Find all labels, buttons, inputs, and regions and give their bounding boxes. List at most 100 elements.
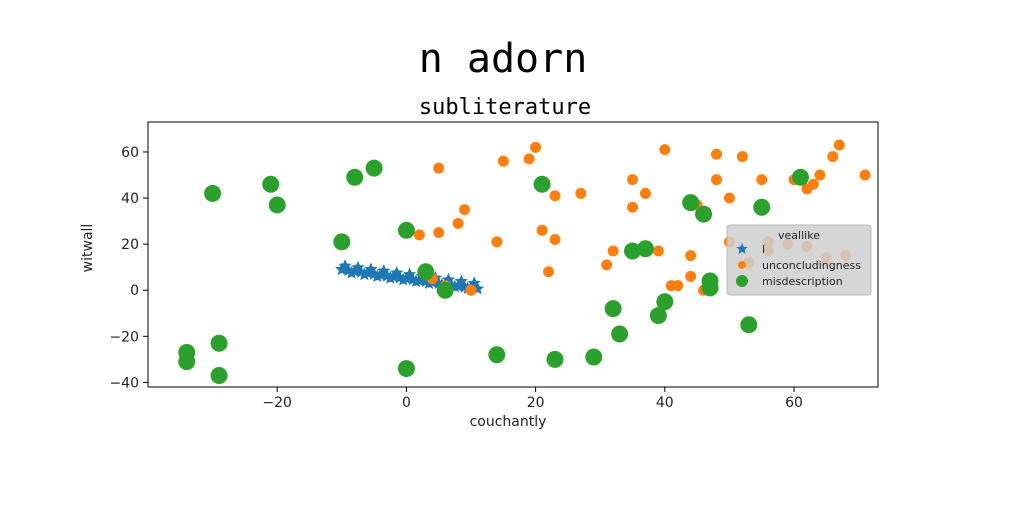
scatter-point bbox=[491, 236, 503, 248]
legend-entries: l unconcludingness misdescription bbox=[736, 243, 861, 288]
star-point bbox=[357, 267, 372, 281]
scatter-point bbox=[178, 353, 196, 371]
legend-circle-marker bbox=[738, 261, 746, 269]
star-point bbox=[396, 272, 410, 286]
scatter-point bbox=[536, 224, 548, 236]
scatter-point bbox=[814, 169, 826, 181]
x-tick-label: 20 bbox=[527, 395, 545, 411]
scatter-point bbox=[636, 240, 654, 258]
legend-label: unconcludingness bbox=[762, 259, 861, 272]
plot-frame bbox=[147, 121, 879, 388]
legend-entry: unconcludingness bbox=[738, 259, 861, 272]
scatter-point bbox=[685, 250, 697, 262]
scatter-point bbox=[859, 169, 871, 181]
scatter-point bbox=[210, 334, 228, 352]
y-axis: −40 −20 0 20 40 60 bbox=[109, 145, 148, 391]
y-tick-label: 20 bbox=[121, 237, 139, 253]
star-point bbox=[377, 264, 391, 277]
scatter-point bbox=[756, 174, 768, 186]
scatter-point bbox=[833, 139, 845, 151]
page-title: n adorn bbox=[419, 36, 588, 82]
scatter-point bbox=[433, 162, 445, 174]
legend-label: misdescription bbox=[762, 275, 843, 288]
x-tick-label: 0 bbox=[402, 395, 411, 411]
star-point bbox=[351, 260, 365, 274]
scatter-point bbox=[346, 168, 364, 186]
star-point bbox=[403, 267, 417, 281]
scatter-point bbox=[459, 204, 471, 216]
y-axis-label: witwall bbox=[80, 224, 96, 273]
scatter-point bbox=[659, 144, 671, 156]
star-point bbox=[390, 265, 404, 279]
scatter-point bbox=[639, 187, 651, 199]
scatter-point bbox=[413, 229, 425, 241]
scatter-point bbox=[685, 270, 697, 282]
scatter-point bbox=[656, 293, 674, 311]
scatter-point bbox=[549, 234, 561, 246]
scatter-point bbox=[333, 233, 351, 251]
scatter-point bbox=[210, 366, 228, 384]
scatter-point bbox=[607, 245, 619, 257]
scatter-point bbox=[682, 194, 700, 212]
scatter-point bbox=[546, 350, 564, 368]
scatter-point bbox=[543, 266, 555, 278]
scatter-point bbox=[397, 221, 415, 239]
chart-title: subliterature bbox=[419, 95, 591, 120]
scatter-point bbox=[753, 198, 771, 216]
scatter-point bbox=[791, 168, 809, 186]
scatter-point bbox=[710, 174, 722, 186]
scatter-point bbox=[585, 348, 603, 366]
legend-label: l bbox=[762, 243, 765, 256]
scatter-point bbox=[417, 263, 435, 281]
star-point bbox=[454, 274, 468, 288]
scatter-point bbox=[710, 148, 722, 160]
scatter-point bbox=[723, 192, 735, 204]
scatter-point bbox=[204, 184, 222, 202]
scatter-point bbox=[627, 201, 639, 213]
x-axis: −20 0 20 40 60 bbox=[262, 387, 803, 411]
star-point bbox=[370, 269, 384, 283]
scatter-point bbox=[549, 190, 561, 202]
scatter-point bbox=[601, 259, 613, 271]
y-tick-label: −40 bbox=[109, 375, 139, 391]
star-point bbox=[383, 271, 397, 284]
scatter-point bbox=[611, 325, 629, 343]
star-point bbox=[409, 274, 423, 288]
scatter-point bbox=[533, 175, 551, 193]
star-point bbox=[344, 265, 359, 279]
scatter-point bbox=[497, 155, 509, 167]
star-point bbox=[364, 262, 378, 276]
x-tick-label: 40 bbox=[656, 395, 674, 411]
scatter-point bbox=[627, 174, 639, 186]
x-tick-label: 60 bbox=[785, 395, 803, 411]
y-tick-label: 60 bbox=[121, 145, 139, 161]
legend-box bbox=[726, 224, 872, 296]
scatter-point bbox=[523, 153, 535, 165]
legend-entry: misdescription bbox=[736, 275, 843, 288]
scatter-point bbox=[530, 141, 542, 153]
scatter-point bbox=[649, 307, 667, 325]
scatter-point bbox=[262, 175, 280, 193]
scatter-point bbox=[672, 280, 684, 292]
x-axis-label: couchantly bbox=[470, 414, 547, 430]
scatter-point bbox=[488, 346, 506, 364]
scatter-point bbox=[740, 316, 758, 334]
scatter-point bbox=[652, 245, 664, 257]
legend: veallike l unconcludingness misdescription bbox=[726, 224, 872, 296]
scatter-point bbox=[701, 279, 719, 297]
legend-title: veallike bbox=[778, 229, 820, 242]
star-point bbox=[338, 259, 352, 272]
legend-circle-marker bbox=[736, 275, 748, 287]
scatter-point bbox=[736, 151, 748, 163]
scatter-point bbox=[465, 284, 477, 296]
x-tick-label: −20 bbox=[262, 395, 292, 411]
scatter-point bbox=[827, 151, 839, 163]
scatter-point bbox=[695, 205, 713, 223]
scatter-point bbox=[397, 360, 415, 378]
y-tick-label: −20 bbox=[109, 329, 139, 345]
scatter-point bbox=[604, 300, 622, 318]
scatter-point bbox=[433, 227, 445, 239]
scatter-point bbox=[807, 178, 819, 190]
scatter-point bbox=[452, 217, 464, 229]
